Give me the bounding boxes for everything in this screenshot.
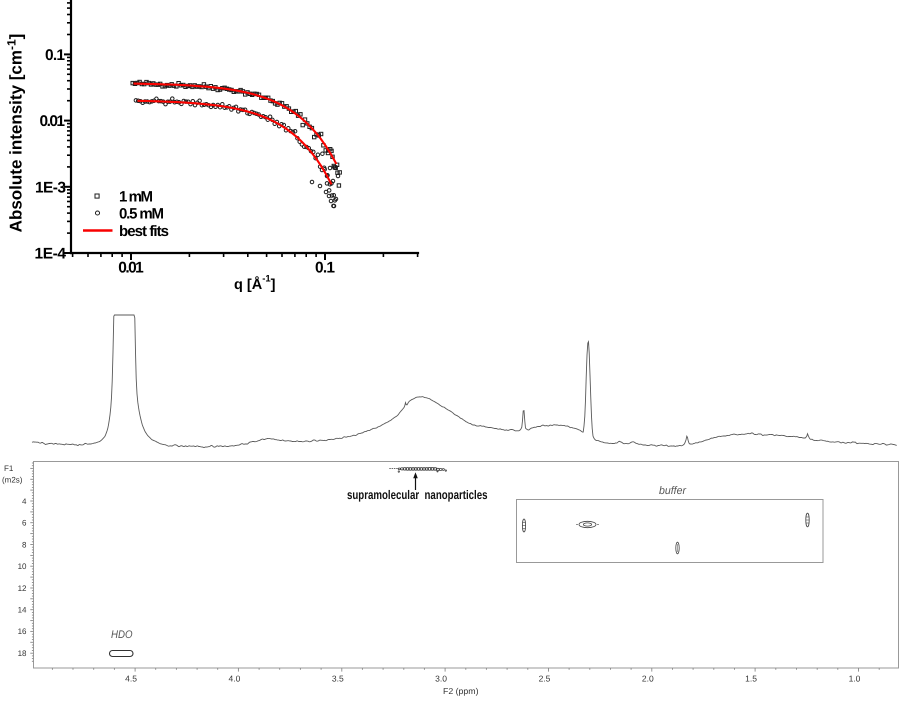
svg-text:F1: F1 (4, 464, 14, 473)
svg-text:12: 12 (18, 584, 27, 593)
svg-text:(m2s): (m2s) (2, 476, 23, 485)
svg-text:HDO: HDO (111, 629, 133, 641)
svg-text:4.0: 4.0 (228, 674, 240, 684)
svg-text:1E-3: 1E-3 (35, 179, 66, 196)
svg-text:6: 6 (22, 519, 27, 528)
svg-text:10: 10 (18, 562, 27, 571)
svg-text:0.1: 0.1 (45, 47, 65, 64)
svg-text:14: 14 (18, 606, 27, 615)
svg-text:F2 (ppm): F2 (ppm) (443, 686, 479, 696)
svg-text:8: 8 (22, 540, 27, 549)
svg-text:supramolecular nanoparticles: supramolecular nanoparticles (347, 488, 488, 502)
svg-text:3.5: 3.5 (332, 674, 344, 684)
svg-text:0.1: 0.1 (315, 260, 335, 277)
svg-text:4.5: 4.5 (125, 674, 137, 684)
svg-text:buffer: buffer (659, 485, 687, 497)
svg-text:2.5: 2.5 (539, 674, 551, 684)
svg-text:18: 18 (18, 649, 27, 658)
svg-text:best fits: best fits (119, 223, 169, 240)
svg-text:1E-4: 1E-4 (35, 246, 67, 263)
svg-text:Absolute intensity [cm-1]: Absolute intensity [cm-1] (5, 34, 26, 233)
svg-text:0.01: 0.01 (118, 260, 144, 277)
svg-text:3.0: 3.0 (435, 674, 447, 684)
svg-text:1 mM: 1 mM (119, 189, 153, 206)
svg-text:1.5: 1.5 (745, 674, 757, 684)
svg-text:0.01: 0.01 (40, 113, 66, 130)
svg-text:2.0: 2.0 (642, 674, 654, 684)
svg-text:4: 4 (22, 497, 27, 506)
svg-text:1.0: 1.0 (849, 674, 861, 684)
svg-text:0.5 mM: 0.5 mM (119, 206, 164, 223)
svg-text:16: 16 (18, 627, 27, 636)
